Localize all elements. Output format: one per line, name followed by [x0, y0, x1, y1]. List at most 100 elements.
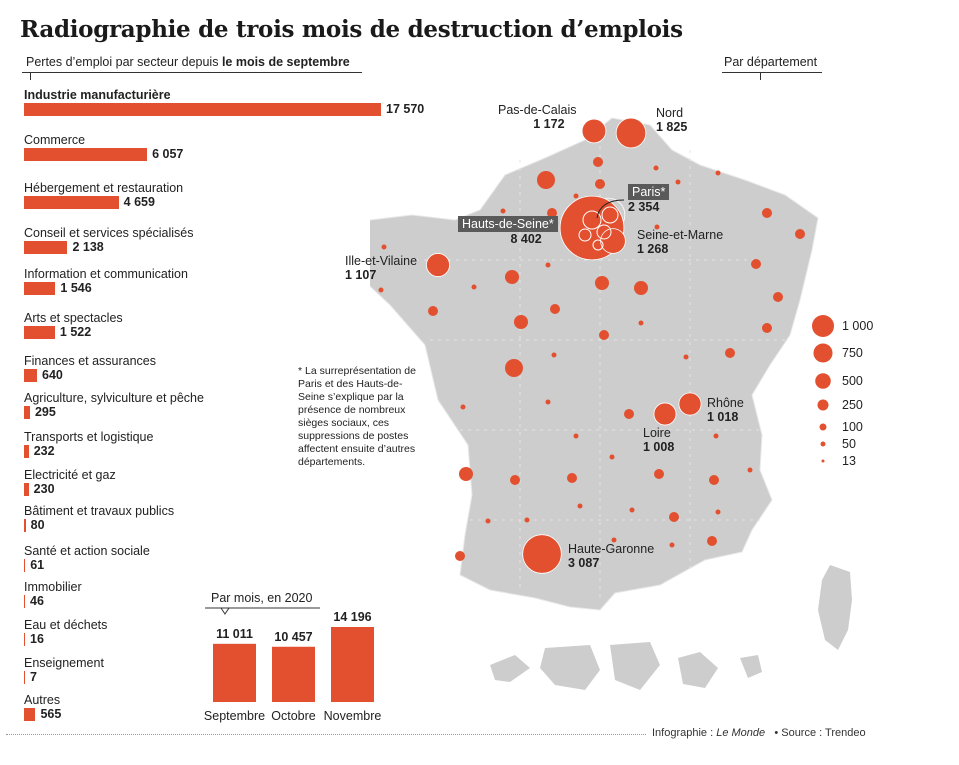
sector-bar: [24, 595, 25, 608]
sector-label: Conseil et services spécialisés: [24, 226, 194, 240]
department-label: Hauts-de-Seine* 8 402: [458, 216, 558, 246]
department-circle: [426, 253, 450, 277]
department-name: Paris*: [628, 184, 670, 200]
sector-value-label: 16: [30, 632, 44, 646]
sector-bar: [24, 406, 30, 419]
monthly-category-label: Novembre: [324, 709, 382, 723]
department-circle: [609, 454, 615, 460]
department-circle: [715, 170, 721, 176]
department-value: 1 172: [533, 117, 565, 131]
sector-value-label: 61: [30, 558, 45, 572]
sector-bar: [24, 519, 26, 532]
sector-label: Commerce: [24, 133, 86, 147]
department-value: 2 354: [628, 200, 660, 214]
department-circle: [595, 276, 609, 290]
department-circle: [638, 320, 644, 326]
department-circle: [459, 467, 473, 481]
footer-divider: [6, 734, 646, 735]
department-circle: [762, 323, 772, 333]
department-circle: [624, 409, 634, 419]
department-circle: [524, 517, 530, 523]
sector-bar: [24, 559, 26, 572]
department-label: Paris* 2 354: [628, 184, 670, 214]
department-circle: [505, 270, 519, 284]
sector-label: Autres: [24, 693, 61, 707]
sector-value-label: 46: [30, 594, 44, 608]
sector-value-label: 80: [30, 518, 45, 532]
sector-label: Arts et spectacles: [24, 311, 123, 325]
department-circle: [615, 117, 647, 149]
monthly-bar: [331, 627, 374, 702]
monthly-subtitle-pointer: [220, 607, 230, 615]
department-value: 8 402: [510, 232, 542, 246]
department-circle: [709, 475, 719, 485]
inner-department-ring: [596, 224, 612, 240]
department-label: Loire 1 008: [643, 426, 674, 454]
department-circle: [634, 281, 648, 295]
sector-bar: [24, 103, 381, 116]
department-circle: [550, 304, 560, 314]
sector-bar: [24, 241, 68, 254]
overseas-department-shape: [490, 655, 530, 682]
sector-value-label: 565: [40, 707, 62, 721]
legend-value-label: 13: [842, 454, 856, 468]
department-circle: [751, 259, 761, 269]
department-label: Ille-et-Vilaine 1 107: [345, 254, 417, 282]
department-circle: [573, 193, 579, 199]
monthly-bar-chart: Par mois, en 2020 11 011 Septembre 10 457 Oc…: [204, 591, 382, 723]
department-label: Rhône 1 018: [707, 396, 744, 424]
chart-title: Radiographie de trois mois de destructio…: [20, 16, 683, 43]
overseas-department-shape: [678, 652, 718, 688]
sector-value-label: 6 057: [152, 147, 184, 161]
department-circle: [773, 292, 783, 302]
department-circle: [547, 208, 557, 218]
department-circle: [629, 507, 635, 513]
department-circle: [551, 352, 557, 358]
sector-value-label: 1 546: [60, 281, 92, 295]
department-value: 1 825: [656, 120, 688, 134]
department-value: 1 008: [643, 440, 675, 454]
department-value: 3 087: [568, 556, 600, 570]
sector-label: Immobilier: [24, 580, 82, 594]
legend-circle: [815, 373, 831, 389]
department-circle: [678, 392, 702, 416]
department-circle: [455, 551, 465, 561]
department-value: 1 018: [707, 410, 739, 424]
map-label-underline: [722, 72, 822, 73]
department-value: 1 268: [637, 242, 669, 256]
sector-bar: [24, 148, 148, 161]
department-circle: [653, 165, 659, 171]
sector-value-label: 230: [33, 482, 55, 496]
sector-label: Hébergement et restauration: [24, 181, 184, 195]
sector-value-label: 4 659: [123, 195, 155, 209]
sector-bar-chart: Industrie manufacturière 17 570 Commerce 6 …: [0, 0, 440, 740]
department-label: Seine-et-Marne 1 268: [637, 228, 723, 256]
department-circle: [669, 542, 675, 548]
department-name: Hauts-de-Seine*: [458, 216, 558, 232]
inner-department-ring: [578, 228, 592, 242]
department-name: Loire: [643, 426, 671, 440]
department-circle: [471, 284, 477, 290]
inner-department-ring: [582, 210, 602, 230]
department-circle: [381, 244, 387, 250]
department-circle: [795, 229, 805, 239]
subtitle-underline: [22, 72, 362, 73]
department-circle: [573, 433, 579, 439]
overseas-department-shape: [740, 655, 762, 678]
department-circle: [593, 157, 603, 167]
monthly-category-label: Octobre: [271, 709, 316, 723]
department-circle: [500, 208, 506, 214]
sector-bar: [24, 671, 25, 684]
department-name: Rhône: [707, 396, 744, 410]
credits: Infographie : Le Monde • Source : Trende…: [652, 727, 866, 739]
overseas-department-shape: [610, 642, 660, 690]
department-circle: [654, 469, 664, 479]
sector-label: Enseignement: [24, 656, 104, 670]
legend-value-label: 50: [842, 437, 856, 451]
monthly-bar: [213, 643, 256, 702]
monthly-value-label: 10 457: [274, 630, 312, 644]
department-circle: [600, 228, 626, 254]
legend-circle: [821, 459, 825, 463]
department-circle: [599, 330, 609, 340]
sector-value-label: 640: [42, 368, 63, 382]
